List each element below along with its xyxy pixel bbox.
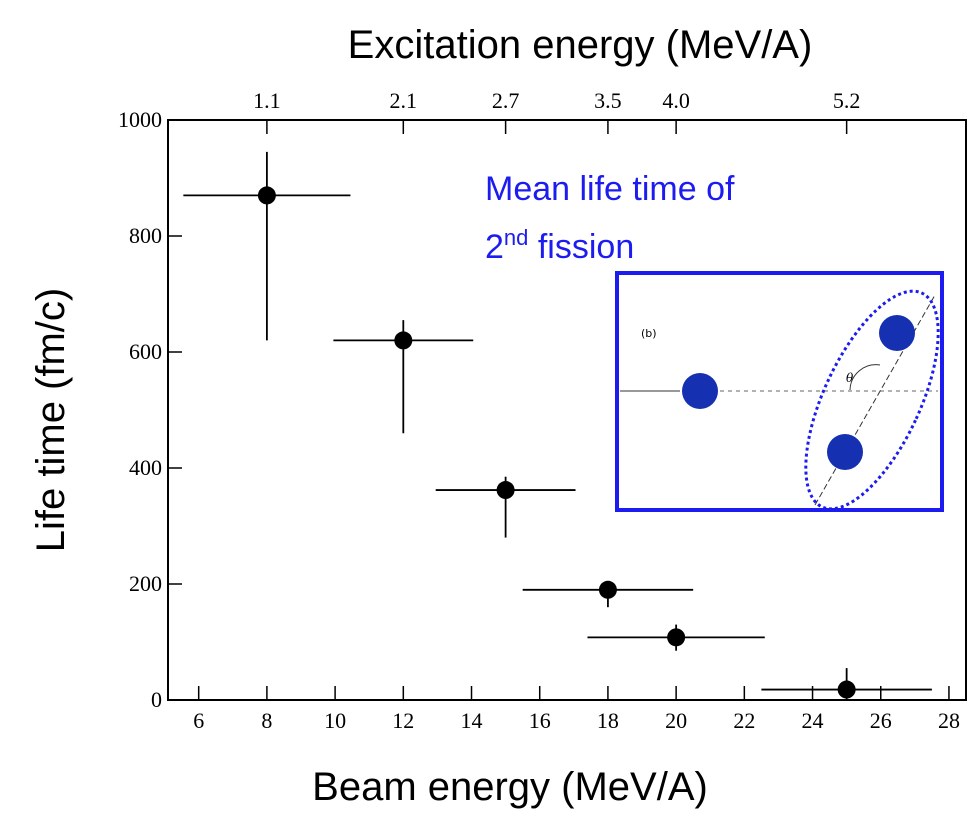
point <box>394 331 413 350</box>
x2-tick-label: 1.1 <box>253 88 281 113</box>
inset-line <box>814 294 936 506</box>
x-tick-label: 6 <box>193 708 204 733</box>
y-tick-label: 400 <box>129 455 162 480</box>
inset-ellipse <box>804 289 940 511</box>
annotation-sup: nd <box>504 225 528 250</box>
x-tick-label: 28 <box>938 708 960 733</box>
x2-tick-label: 2.7 <box>492 88 520 113</box>
inset-angle <box>849 364 881 391</box>
x2-tick-label: 2.1 <box>390 88 418 113</box>
chart-title: Excitation energy (MeV/A) <box>348 23 813 67</box>
annotation: Mean life time of <box>485 170 735 208</box>
y-tick-label: 200 <box>129 571 162 596</box>
inset-sphere <box>682 373 718 409</box>
inset: (b) θ <box>615 271 944 512</box>
x-tick-label: 12 <box>392 708 414 733</box>
point <box>667 628 686 647</box>
point <box>837 680 856 699</box>
x-tick-label: 8 <box>261 708 272 733</box>
annotation-part: 2 <box>485 228 504 266</box>
point <box>257 186 276 205</box>
y-axis-title: Life time (fm/c) <box>29 288 73 552</box>
y-tick-label: 600 <box>129 339 162 364</box>
annotation-part: fission <box>528 228 634 266</box>
y-tick-label: 800 <box>129 223 162 248</box>
inset-sphere <box>827 434 863 470</box>
y-tick-label: 1000 <box>118 107 162 132</box>
y-tick-label: 0 <box>151 687 162 712</box>
x-axis-title: Beam energy (MeV/A) <box>312 765 708 809</box>
x-tick-label: 14 <box>461 708 483 733</box>
x2-tick-label: 4.0 <box>662 88 690 113</box>
x-tick-label: 16 <box>529 708 551 733</box>
plot-frame <box>167 119 967 701</box>
x-tick-label: 26 <box>870 708 892 733</box>
annotation: 2nd fission <box>485 225 634 266</box>
x-tick-label: 20 <box>665 708 687 733</box>
inset-sphere <box>879 315 915 351</box>
x-tick-label: 10 <box>324 708 346 733</box>
x-tick-label: 22 <box>733 708 755 733</box>
inset-label: (b) <box>641 327 657 340</box>
x2-tick-label: 5.2 <box>833 88 861 113</box>
point <box>496 481 515 500</box>
x-tick-label: 18 <box>597 708 619 733</box>
x2-tick-label: 3.5 <box>594 88 622 113</box>
inset-label: θ <box>846 371 854 385</box>
x-tick-label: 24 <box>802 708 824 733</box>
point <box>598 580 617 599</box>
